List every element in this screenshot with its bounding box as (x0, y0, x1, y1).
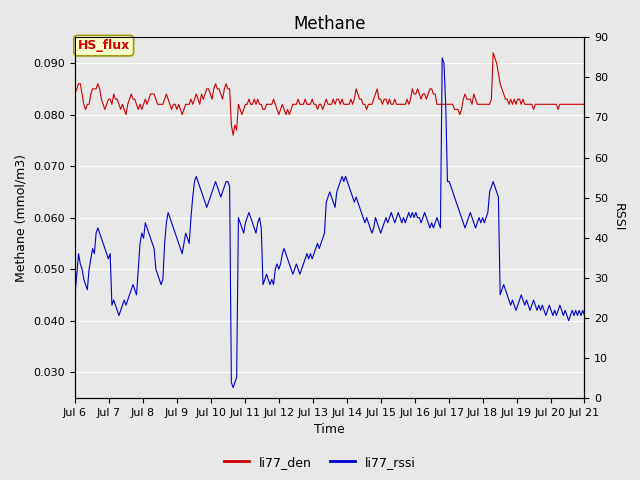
Y-axis label: RSSI: RSSI (612, 204, 625, 232)
Title: Methane: Methane (294, 15, 366, 33)
Text: HS_flux: HS_flux (77, 39, 130, 52)
Legend: li77_den, li77_rssi: li77_den, li77_rssi (219, 451, 421, 474)
Y-axis label: Methane (mmol/m3): Methane (mmol/m3) (15, 154, 28, 282)
X-axis label: Time: Time (314, 423, 345, 436)
